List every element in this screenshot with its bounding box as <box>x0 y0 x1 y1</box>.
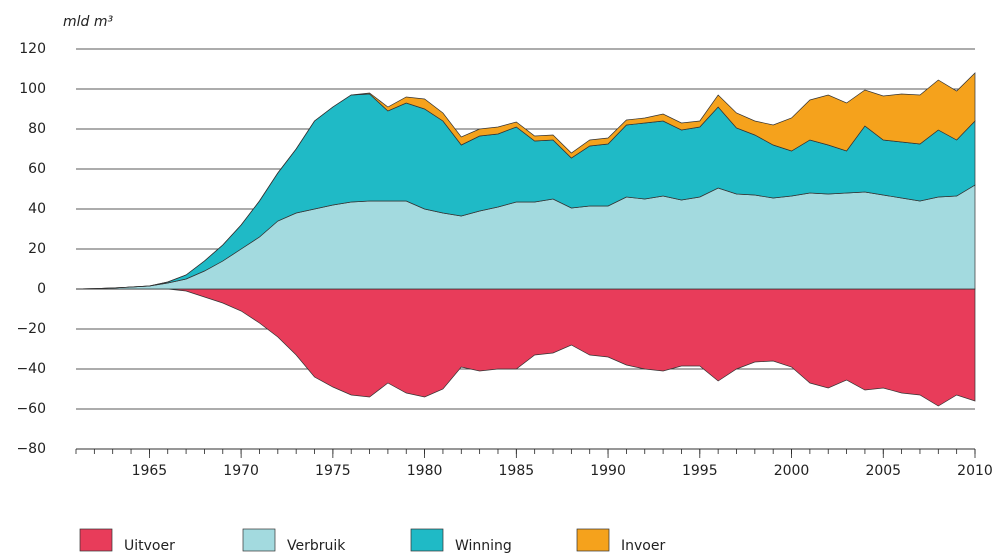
y-tick-label: −40 <box>16 361 46 377</box>
legend-swatch <box>410 528 444 552</box>
y-tick-label: 20 <box>28 241 46 257</box>
x-tick-label: 1995 <box>682 463 718 479</box>
x-tick-label: 1980 <box>407 463 443 479</box>
y-axis-label: mld m³ <box>63 14 114 30</box>
y-tick-label: 0 <box>37 281 46 297</box>
area <box>76 288 976 407</box>
legend-label: Invoer <box>621 538 665 554</box>
area <box>75 72 976 290</box>
x-tick-label: 1975 <box>315 463 351 479</box>
y-tick-label: −20 <box>16 321 46 337</box>
x-tick-label: 2005 <box>865 463 901 479</box>
y-tick-label: 40 <box>28 201 46 217</box>
y-tick-label: −80 <box>16 441 46 457</box>
x-tick-label: 2010 <box>957 463 993 479</box>
x-tick-label: 1990 <box>590 463 626 479</box>
x-tick-label: 1965 <box>132 463 168 479</box>
legend-swatch <box>79 528 113 552</box>
y-tick-label: 100 <box>19 81 46 97</box>
y-tick-label: 80 <box>28 121 46 137</box>
x-tick-label: 1985 <box>499 463 535 479</box>
legend-label: Winning <box>455 538 512 554</box>
y-tick-label: 60 <box>28 161 46 177</box>
legend-label: Uitvoer <box>124 538 175 554</box>
legend-swatch <box>576 528 610 552</box>
legend-label: Verbruik <box>287 538 346 554</box>
legend-swatch <box>242 528 276 552</box>
x-tick-label: 1970 <box>223 463 259 479</box>
y-tick-label: 120 <box>19 41 46 57</box>
y-tick-label: −60 <box>16 401 46 417</box>
x-tick-label: 2000 <box>774 463 810 479</box>
